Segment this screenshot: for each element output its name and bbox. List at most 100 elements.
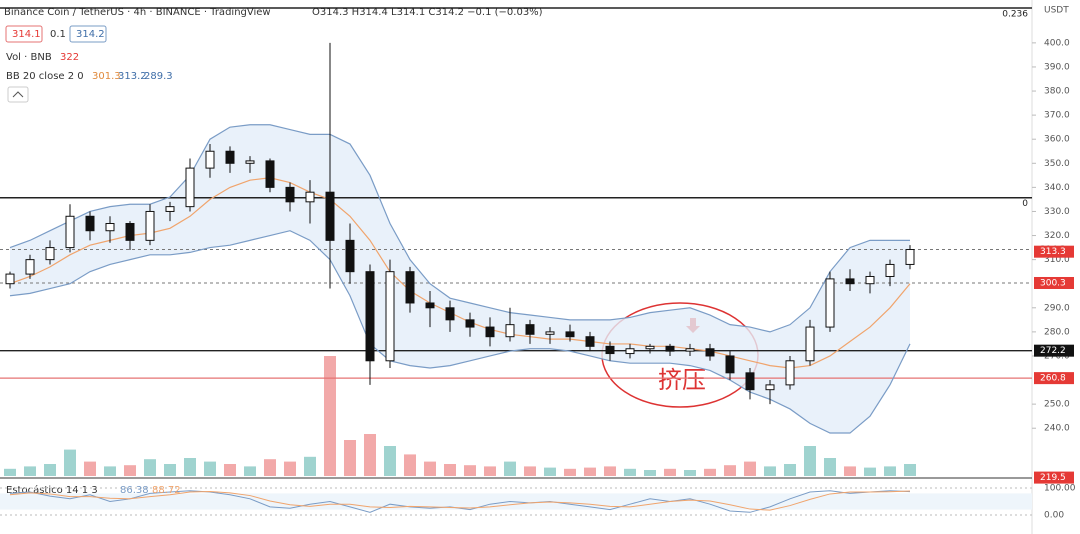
y-tick-label: 250.0	[1044, 400, 1070, 410]
bid-box	[5, 25, 43, 43]
y-tick-label: 380.0	[1044, 87, 1070, 97]
bb-basis: 301.3	[92, 71, 121, 82]
y-tick-label: 370.0	[1044, 111, 1070, 121]
candle-body	[105, 223, 115, 232]
chart-title: Binance Coin / TetherUS · 4h · BINANCE ·…	[4, 7, 271, 18]
volume-bar	[184, 458, 196, 476]
candle-body	[85, 215, 95, 232]
collapse-button[interactable]	[7, 86, 29, 103]
candle-body	[205, 150, 215, 169]
y-tick-label: 390.0	[1044, 62, 1070, 72]
volume-bar	[784, 464, 796, 476]
y-tick-label: 280.0	[1044, 327, 1070, 337]
ohlc: O314.3 H314.4 L314.1 C314.2 −0.1 (−0.03%…	[312, 7, 543, 18]
volume-bar	[904, 464, 916, 476]
bid: 314.1	[12, 29, 41, 40]
candle-body	[625, 348, 635, 355]
volume-bar	[284, 461, 296, 476]
volume-bar	[404, 454, 416, 476]
candle-body	[245, 160, 255, 164]
candle-body	[25, 259, 35, 275]
volume-bar	[844, 466, 856, 476]
volume-bar	[104, 466, 116, 476]
volume-bar	[224, 464, 236, 476]
y-tick-label: 330.0	[1044, 207, 1070, 217]
candle-body	[125, 223, 135, 241]
candle-body	[325, 191, 335, 241]
candle-body	[565, 331, 575, 338]
candle-body	[845, 278, 855, 285]
volume-bar	[384, 446, 396, 476]
volume-bar	[704, 468, 716, 476]
annotation: 挤压	[658, 366, 706, 394]
price-badge-label: 219.5	[1040, 473, 1066, 483]
y-tick-label: 310.0	[1044, 255, 1070, 265]
candle-body	[645, 345, 655, 350]
volume-bar	[824, 458, 836, 476]
candle-body	[65, 215, 75, 249]
volume-bar	[524, 466, 536, 476]
candle-body	[665, 345, 675, 352]
candle-body	[305, 191, 315, 203]
candle-body	[545, 331, 555, 335]
volume-bar	[324, 356, 336, 476]
bb-upper: 313.2	[118, 71, 147, 82]
volume-bar	[84, 461, 96, 476]
candle-body	[385, 271, 395, 362]
candle-body	[725, 355, 735, 374]
volume-bar	[624, 468, 636, 476]
volume-bar	[744, 461, 756, 476]
candle-body	[785, 360, 795, 386]
volume-bar	[304, 456, 316, 476]
stoch-value: 86.38	[120, 485, 149, 496]
volume-label: Vol · BNB	[6, 52, 52, 63]
stoch-tick-label: 0.00	[1044, 511, 1064, 521]
volume-bar	[144, 459, 156, 476]
currency: USDT	[1044, 6, 1069, 16]
candle-body	[605, 345, 615, 355]
candle-body	[345, 239, 355, 273]
y-tick-label: 400.0	[1044, 38, 1070, 48]
bb-lower: 289.3	[144, 71, 173, 82]
volume-bar	[344, 440, 356, 476]
price-badge-label: 260.8	[1040, 374, 1066, 384]
volume-bar	[44, 464, 56, 476]
volume-bar	[604, 466, 616, 476]
volume-bar	[424, 461, 436, 476]
volume-last: 322	[60, 52, 79, 63]
candle-body	[145, 210, 155, 241]
candle-body	[425, 302, 435, 309]
candle-body	[825, 278, 835, 328]
y-tick-label: 290.0	[1044, 303, 1070, 313]
volume-bar	[804, 446, 816, 476]
candle-body	[885, 263, 895, 277]
band-line	[9, 230, 911, 434]
price-badge	[1034, 245, 1074, 258]
chevron-icon	[12, 91, 24, 98]
candle-body	[405, 271, 415, 304]
candle-body	[805, 326, 815, 362]
volume-bar	[644, 470, 656, 476]
volume-bar	[4, 468, 16, 476]
volume-bar	[764, 466, 776, 476]
candle-body	[265, 160, 275, 188]
y-tick-label: 350.0	[1044, 159, 1070, 169]
bb-label: BB 20 close 2 0	[6, 71, 84, 82]
volume-bar	[204, 461, 216, 476]
volume-bar	[864, 467, 876, 476]
volume-bar	[264, 459, 276, 476]
candle-body	[525, 324, 535, 335]
volume-bar	[724, 465, 736, 476]
candle-body	[765, 384, 775, 391]
candle-body	[685, 348, 695, 352]
y-tick-label: 340.0	[1044, 183, 1070, 193]
volume-bar	[464, 465, 476, 476]
fib-label: 0.236	[1002, 9, 1028, 19]
band-line	[9, 124, 910, 333]
candle-body	[225, 150, 235, 164]
candle-body	[185, 167, 195, 208]
volume-bar	[244, 466, 256, 476]
volume-bar	[664, 468, 676, 476]
spread: 0.1	[50, 29, 66, 40]
